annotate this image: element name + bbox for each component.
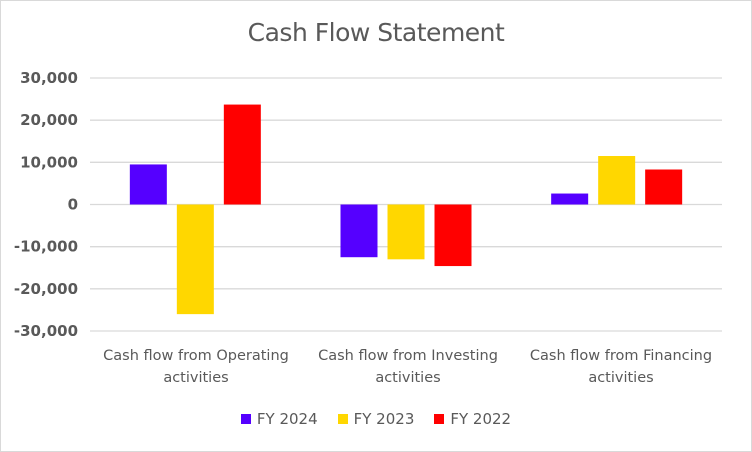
category-label-line: activities bbox=[163, 370, 229, 386]
legend-swatch-icon bbox=[434, 414, 445, 424]
legend-item-fy2022: FY 2022 bbox=[434, 410, 511, 428]
bar bbox=[387, 204, 425, 260]
bar bbox=[434, 204, 472, 267]
legend-item-fy2024: FY 2024 bbox=[240, 410, 318, 428]
category-label-line: activities bbox=[375, 370, 441, 386]
legend-label: FY 2024 bbox=[256, 410, 318, 428]
y-tick-label: -20,000 bbox=[14, 280, 78, 298]
y-tick-label: -30,000 bbox=[14, 322, 78, 340]
legend: FY 2024 FY 2023 FY 2022 bbox=[0, 410, 752, 428]
category-label-investing: Cash flow from Investing activities bbox=[298, 345, 518, 389]
y-tick-label: 0 bbox=[68, 196, 78, 214]
legend-label: FY 2023 bbox=[353, 410, 415, 428]
category-label-line: Cash flow from Financing bbox=[529, 348, 713, 364]
bar bbox=[645, 169, 683, 205]
category-label-financing: Cash flow from Financing activities bbox=[511, 345, 731, 389]
bar bbox=[223, 104, 261, 205]
category-label-line: Cash flow from Operating bbox=[103, 348, 289, 364]
y-tick-label: 20,000 bbox=[20, 111, 78, 129]
bar bbox=[340, 204, 378, 258]
category-label-operating: Cash flow from Operating activities bbox=[86, 345, 306, 389]
y-tick-label: -10,000 bbox=[14, 238, 78, 256]
bar bbox=[598, 156, 636, 205]
chart-title: Cash Flow Statement bbox=[247, 18, 505, 47]
bar bbox=[551, 193, 589, 205]
legend-label: FY 2022 bbox=[450, 410, 512, 428]
legend-swatch-icon bbox=[337, 414, 348, 424]
y-tick-label: 10,000 bbox=[20, 153, 78, 171]
y-tick-label: 30,000 bbox=[20, 69, 78, 87]
legend-swatch-icon bbox=[240, 414, 251, 424]
legend-item-fy2023: FY 2023 bbox=[337, 410, 415, 428]
category-label-line: activities bbox=[588, 370, 654, 386]
category-label-line: Cash flow from Investing bbox=[318, 348, 498, 364]
bar bbox=[176, 204, 214, 315]
bar bbox=[129, 164, 167, 205]
